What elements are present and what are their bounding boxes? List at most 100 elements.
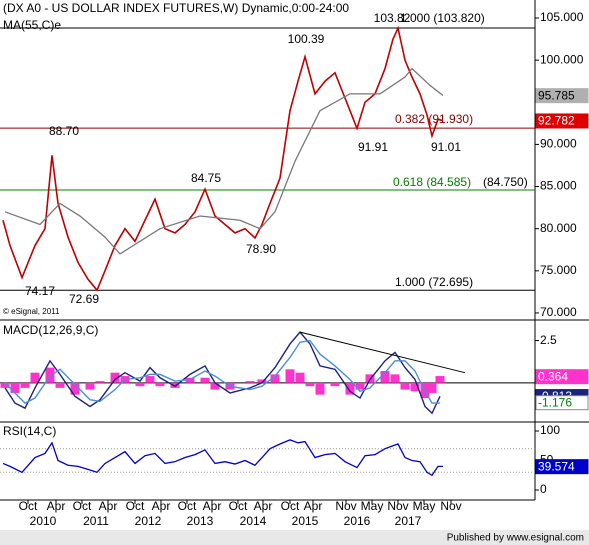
histogram-bar [270,374,280,383]
histogram-bar [95,381,105,383]
annotation: 74.17 [25,284,55,298]
year-label: 2014 [240,514,267,528]
x-tick-label: May [361,499,384,513]
histogram-bar [20,382,30,388]
histogram-bar [55,382,65,388]
x-tick-label: Apr [152,499,171,513]
histogram-bar [400,382,410,390]
level-label: 1.000 (72.695) [395,275,473,289]
last-value-box [535,113,589,129]
y-tick-label: 85.000 [540,179,577,193]
last-value-box [535,459,589,475]
panel-title: RSI(14,C) [3,424,56,438]
year-label: 2017 [395,514,422,528]
x-tick-label: Apr [47,499,66,513]
x-tick-label: Nov [387,499,408,513]
histogram-bar [390,374,400,383]
x-tick-label: May [413,499,436,513]
x-tick-label: Nov [440,499,461,513]
histogram-bar [257,379,267,383]
year-label: 2011 [83,514,109,528]
histogram-bar [0,382,10,388]
signal-line [4,339,440,404]
last-value-label: 39.574 [538,459,575,473]
trendline [299,331,466,374]
moving-average [4,67,444,255]
annotation: 100.39 [288,32,325,46]
x-tick-label: Oct [281,499,300,513]
y-tick-label: 105.000 [540,10,584,24]
last-value-box [535,369,589,385]
x-tick-label: Apr [304,499,323,513]
x-tick-label: Apr [99,499,118,513]
y-tick-label: 100.000 [540,52,584,66]
histogram-bar [330,382,340,387]
year-label: 2012 [135,514,162,528]
histogram-bar [305,382,315,387]
x-tick-label: Apr [203,499,222,513]
annotation: 91.01 [431,140,461,154]
y-tick-label: 70.000 [540,305,577,319]
chart-title: (DX A0 - US DOLLAR INDEX FUTURES,W) Dyna… [3,1,349,15]
y-tick-label: 75.000 [540,263,577,277]
annotation: 72.69 [69,292,99,306]
x-tick-label: Oct [229,499,248,513]
annotation: 78.90 [246,242,276,256]
watermark: © eSignal, 2011 [3,307,60,316]
histogram-bar [410,382,420,392]
last-value-label: 92.782 [538,114,575,128]
y-tick-label: 100 [540,423,560,437]
year-label: 2013 [187,514,214,528]
x-tick-label: Oct [178,499,197,513]
last-value-label: 95.785 [538,88,575,102]
histogram-bar [185,377,195,383]
y-tick-label: 90.000 [540,137,577,151]
year-label: 2010 [30,514,57,528]
x-tick-label: Oct [73,499,92,513]
last-value-box [535,395,589,411]
x-tick-label: Nov [335,499,356,513]
histogram-bar [355,382,365,390]
histogram-bar [10,382,20,393]
histogram-bar [435,376,445,383]
x-tick-label: Oct [19,499,38,513]
y-tick-label: 2.5 [540,333,557,347]
footer: Published by www.esignal.com [447,533,584,544]
price-line [2,25,444,292]
histogram-bar [85,382,95,390]
annotation: 88.70 [49,124,79,138]
histogram-bar [210,382,220,390]
last-value-box [535,88,589,104]
level-label: 0.618 (84.585) [393,175,471,189]
legend-entry: MA(55,C)e [3,18,61,32]
level-label: 0.382 (91.930) [395,112,473,126]
last-value-label: -1.176 [538,395,572,409]
histogram-bar [295,372,305,383]
histogram-bar [135,382,145,387]
histogram-bar [70,382,80,395]
footer-bar [0,530,589,545]
x-tick-label: Apr [254,499,273,513]
annotation: 103.82 [374,11,411,25]
x-tick-label: Oct [126,499,145,513]
level-label: 1.000 (103.820) [400,11,485,25]
panel-title: MACD(12,26,9,C) [3,323,98,337]
histogram-bar [380,371,390,383]
annotation: 84.75 [191,171,221,185]
histogram-bar [245,381,255,383]
histogram-bar [155,382,165,387]
level-label: (84.750) [483,175,528,189]
histogram-bar [315,382,325,395]
histogram-bar [110,372,120,383]
histogram-bar [285,369,295,383]
histogram-bar [145,376,155,383]
histogram-bar [345,382,355,395]
macd-line [4,331,441,415]
annotation: 91.91 [358,140,388,154]
year-label: 2016 [344,514,371,528]
rsi-line [2,439,443,477]
y-tick-label: 0 [540,482,547,496]
year-label: 2015 [292,514,319,528]
last-value-label: 0.364 [538,369,568,383]
